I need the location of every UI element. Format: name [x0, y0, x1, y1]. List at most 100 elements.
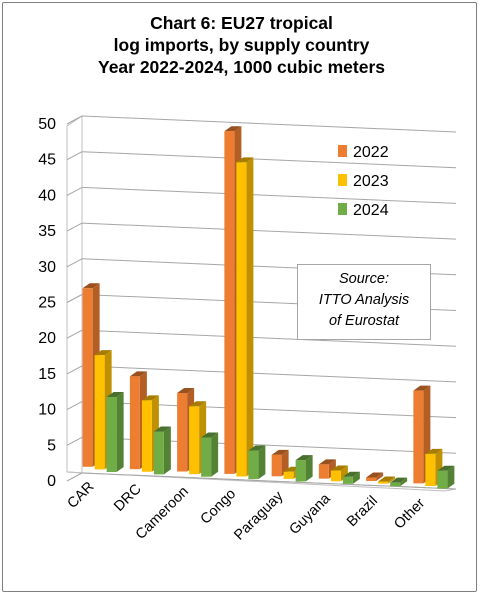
bar-top-2023-Cameroon	[189, 401, 207, 407]
y-tick-label: 10	[38, 402, 56, 419]
y-tick-label: 20	[38, 330, 56, 347]
source-line-2: ITTO Analysis	[318, 292, 410, 308]
bar-2023-CAR	[94, 355, 105, 470]
bar-2024-Congo	[248, 450, 259, 480]
y-tick-label: 0	[47, 473, 56, 490]
y-tick-label: 30	[38, 259, 56, 276]
gridline-45	[81, 151, 457, 169]
gridline-15	[81, 365, 457, 383]
gridline-left-35	[66, 222, 83, 232]
bar-top-2024-Paraguay	[295, 455, 313, 461]
bar-2023-Congo	[236, 162, 247, 477]
bar-top-2024-Brazil	[390, 477, 408, 483]
bar-2022-Other	[413, 390, 424, 484]
bar-2022-CAR	[82, 288, 93, 467]
bar-top-2024-Guyana	[342, 471, 360, 477]
bar-side-2024-Cameroon	[211, 432, 219, 477]
source-line-1: Source:	[339, 271, 389, 287]
bar-side-2024-Congo	[258, 445, 266, 480]
x-tick-label: Guyana	[286, 490, 334, 538]
legend-swatch-2022	[338, 145, 347, 157]
bar-2023-Paraguay	[283, 471, 294, 479]
gridline-left-25	[66, 294, 83, 303]
bar-top-2023-CAR	[94, 350, 112, 356]
bar-2023-DRC	[141, 400, 152, 472]
x-tick-label: DRC	[111, 481, 145, 515]
gridline-left-30	[66, 258, 83, 268]
bar-side-2023-Brazil	[388, 476, 396, 484]
gridline-50	[81, 115, 457, 133]
bars	[82, 126, 455, 489]
bar-top-2023-Other	[425, 448, 443, 454]
bar-top-2024-Congo	[248, 445, 266, 451]
chart-title: Chart 6: EU27 tropical log imports, by s…	[0, 12, 483, 78]
y-tick-label: 15	[38, 366, 56, 383]
bar-2023-Cameroon	[189, 406, 200, 475]
bar-side-2024-DRC	[163, 426, 171, 475]
x-tick-label: Other	[391, 495, 428, 532]
bar-2023-Brazil	[378, 481, 389, 484]
bar-top-2022-CAR	[82, 283, 100, 289]
y-tick-label: 45	[38, 152, 56, 169]
source-annotation: Source: ITTO Analysis of Eurostat	[297, 264, 431, 340]
gridline-left-10	[66, 401, 83, 411]
bar-side-2023-Congo	[246, 157, 254, 477]
gridline-left-20	[66, 329, 83, 339]
left-wall	[66, 115, 83, 474]
bar-top-2022-Brazil	[366, 472, 384, 478]
bar-top-2022-Congo	[224, 126, 242, 132]
chart-title-line-2: log imports, by supply country	[113, 35, 370, 55]
bar-top-2024-DRC	[153, 426, 171, 432]
bar-2024-Guyana	[342, 476, 353, 484]
legend: 2022 2023 2024	[338, 144, 389, 219]
bar-side-2022-Brazil	[376, 472, 384, 482]
bar-2022-Cameroon	[177, 392, 188, 472]
bar-side-2024-Brazil	[400, 477, 408, 487]
x-tick-label: Brazil	[344, 493, 381, 530]
bar-side-2024-Paraguay	[305, 455, 313, 482]
gridline-20	[81, 329, 457, 347]
bar-2023-Other	[425, 453, 436, 487]
bar-2022-Paraguay	[271, 454, 282, 477]
bar-2024-Cameroon	[201, 437, 212, 477]
y-tick-label: 35	[38, 223, 56, 240]
legend-label: 2022	[353, 144, 389, 161]
gridline-left-15	[66, 365, 83, 375]
gridlines	[66, 115, 457, 490]
source-line-3: of Eurostat	[328, 313, 400, 329]
bar-top-2024-Other	[437, 465, 455, 471]
gridline-35	[81, 222, 457, 240]
x-tick-label: Congo	[198, 486, 240, 528]
bar-2024-Brazil	[390, 482, 401, 487]
gridline-left-5	[66, 436, 83, 446]
bar-top-2023-DRC	[141, 395, 159, 401]
bar-top-2022-Guyana	[318, 459, 336, 465]
bar-top-2024-CAR	[106, 392, 124, 398]
bar-top-2023-Guyana	[330, 465, 348, 471]
bar-top-2023-Brazil	[378, 476, 396, 482]
bar-top-2022-Paraguay	[271, 449, 289, 455]
bar-2024-DRC	[153, 431, 164, 475]
y-tick-label: 50	[38, 116, 56, 133]
bar-2022-Brazil	[366, 477, 377, 482]
y-tick-label: 25	[38, 295, 56, 312]
bar-2024-CAR	[106, 397, 117, 472]
gridline-left-50	[66, 115, 83, 125]
gridline-40	[81, 186, 457, 204]
legend-swatch-2023	[338, 174, 347, 186]
bar-side-2024-Guyana	[352, 471, 360, 484]
bar-top-2024-Cameroon	[201, 432, 219, 438]
gridline-left-0	[66, 472, 83, 482]
legend-label: 2023	[353, 173, 389, 190]
bar-side-2024-Other	[447, 465, 455, 489]
bar-2022-Congo	[224, 131, 235, 474]
bar-top-2023-Congo	[236, 157, 254, 163]
gridline-0	[81, 472, 457, 490]
y-axis-ticks: 0 5 10 15 20 25 30 35 40 45 50	[38, 116, 56, 490]
bar-top-2022-Other	[413, 385, 431, 391]
bar-side-2024-CAR	[116, 392, 124, 472]
bar-2022-DRC	[129, 376, 140, 470]
y-tick-label: 40	[38, 187, 56, 204]
